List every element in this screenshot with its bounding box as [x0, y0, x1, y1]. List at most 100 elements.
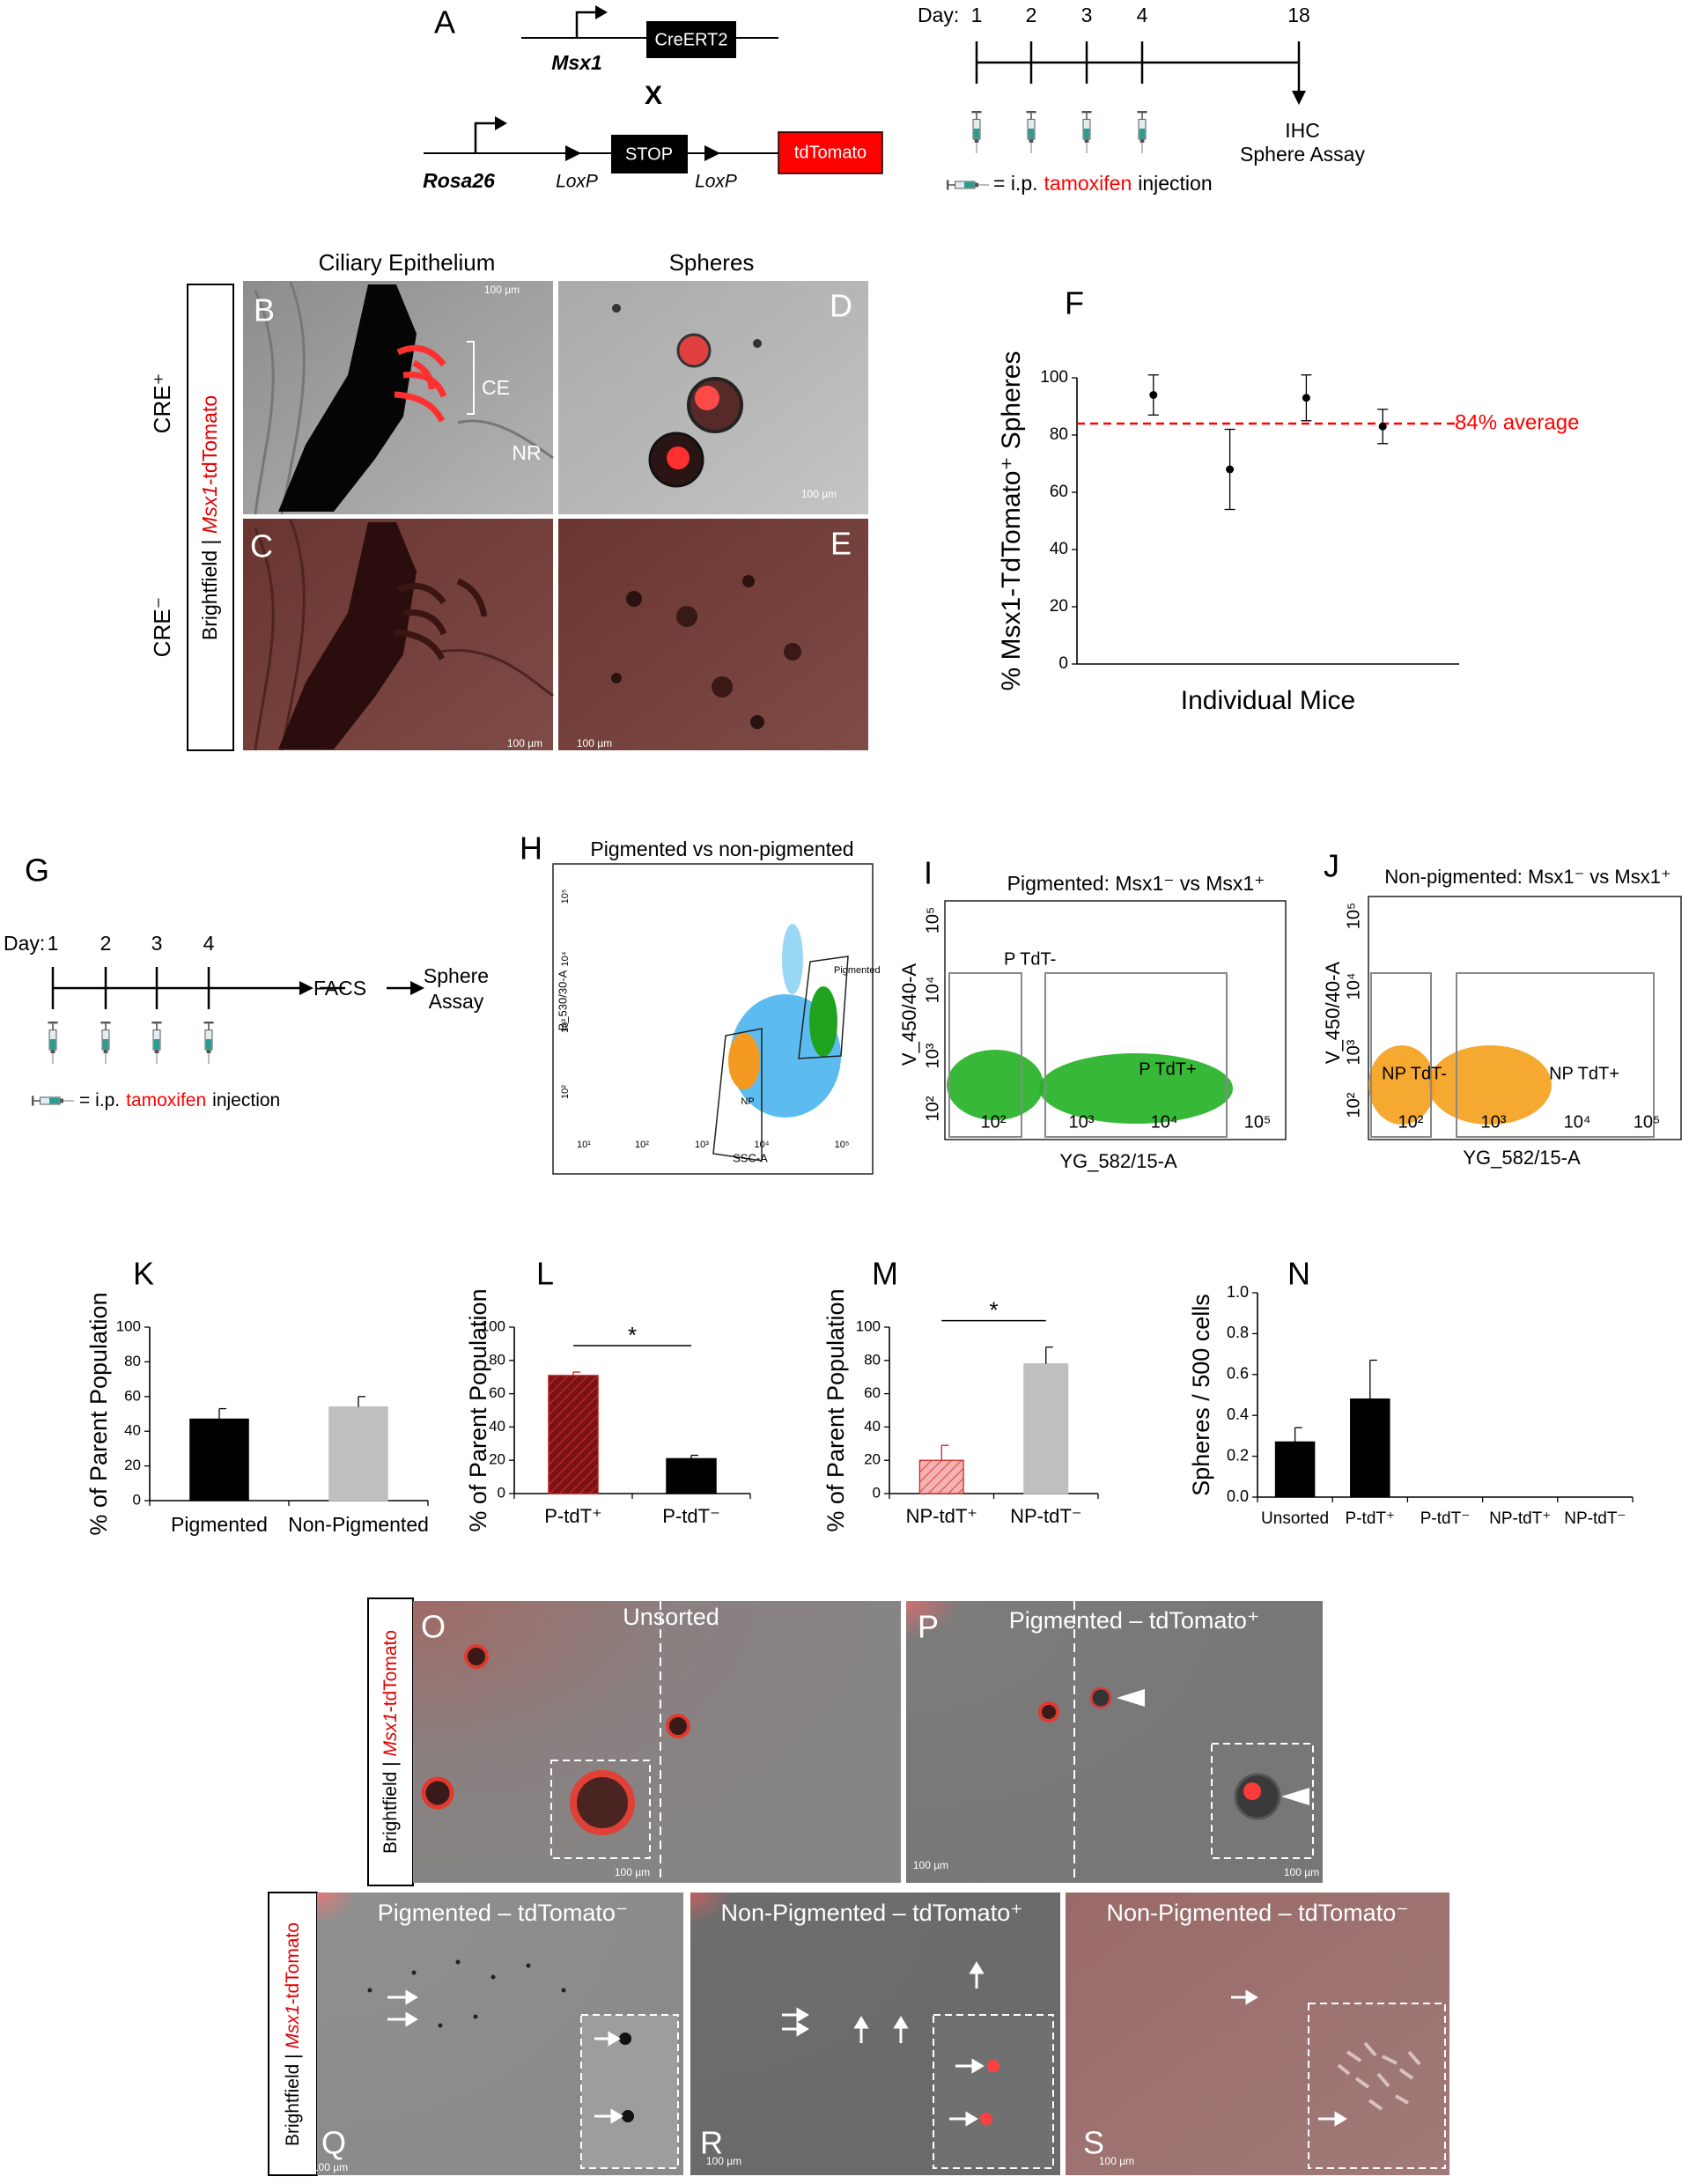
sphere — [570, 1770, 635, 1835]
reference-label: 84% average — [1455, 410, 1579, 434]
side-label-text: Brightfield | — [283, 2049, 303, 2147]
event-cloud — [1368, 1045, 1435, 1125]
sphere — [676, 606, 697, 627]
data-point — [1378, 422, 1387, 431]
side-label-text: -tdTomato — [198, 395, 221, 485]
sphere — [784, 643, 801, 660]
decoration — [561, 1988, 566, 1993]
legend-text: = i.p. — [79, 1090, 120, 1110]
y-tick-label: 40 — [489, 1418, 505, 1435]
event-cloud — [728, 1033, 760, 1089]
bar-hatch — [548, 1375, 599, 1494]
x-tick-label: Pigmented — [171, 1513, 268, 1536]
arrow-head — [299, 981, 313, 995]
y-tick-label: 10⁵ — [560, 889, 571, 904]
arrow-head — [1292, 91, 1306, 105]
y-tick-label: 100 — [481, 1317, 505, 1334]
sphere-signal — [1243, 1782, 1261, 1800]
x-tick-label: 10² — [981, 1112, 1007, 1132]
cell-dots — [367, 1959, 566, 2028]
scale-bar: 100 µm — [913, 1859, 948, 1871]
data-point — [1226, 465, 1235, 474]
y-tick-label: 80 — [124, 1353, 141, 1369]
y-tick-label: 10² — [923, 1096, 942, 1121]
x-tick-label: 10² — [1398, 1112, 1424, 1132]
x-tick-label: 10² — [635, 1140, 649, 1150]
panel-title: Unsorted — [623, 1604, 719, 1630]
scale-bar: 100 µm — [801, 488, 837, 500]
panel-letter: S — [1083, 2125, 1104, 2161]
x-tick-label: 10³ — [695, 1140, 709, 1150]
y-tick-label: 20 — [1050, 597, 1068, 616]
y-tick-label: 80 — [489, 1351, 505, 1368]
micrograph — [906, 1601, 1323, 1883]
annotation: NR — [512, 441, 541, 464]
side-label-box — [187, 284, 234, 751]
legend: = i.p. tamoxifen injection — [79, 1090, 280, 1110]
side-label-box — [268, 1892, 318, 2176]
day-number: 18 — [1287, 4, 1310, 26]
panel-be: Ciliary Epithelium Spheres CRE⁺ CRE⁻ Bri… — [149, 249, 868, 751]
chart: N Spheres / 500 cells 0.0 0.2 0.4 0.6 0.8 1.0 Un… — [1188, 1256, 1634, 1528]
arrowhead — [1117, 1689, 1145, 1707]
legend-text: = i.p. — [993, 172, 1038, 195]
day-number: 1 — [971, 4, 983, 26]
decoration — [969, 1961, 985, 1974]
x-tick-label: Non-Pigmented — [288, 1513, 429, 1536]
y-tick-label: 0 — [873, 1484, 881, 1501]
legend-drug: tamoxifen — [1044, 172, 1132, 195]
decoration — [853, 2016, 869, 2029]
significance-label: * — [628, 1322, 637, 1348]
legend-text: injection — [1138, 172, 1212, 195]
scale-bar: 100 µm — [507, 737, 542, 749]
x-tick-label: 10⁴ — [755, 1140, 770, 1150]
x-axis-label: Individual Mice — [1181, 686, 1355, 715]
sphere — [626, 591, 642, 607]
arrows — [387, 1989, 418, 2027]
sphere — [1089, 1686, 1112, 1709]
y-tick-label: 40 — [124, 1422, 141, 1439]
step: Sphere — [424, 964, 489, 987]
inset-box — [1308, 2003, 1446, 2169]
y-tick-label: 10³ — [1344, 1039, 1363, 1065]
flow-panel: H Pigmented vs non-pigmented 10¹ 10² 10³ 10⁴ 1… — [520, 830, 881, 1175]
y-tick-label: 10⁴ — [923, 977, 942, 1004]
y-tick-label: 0 — [133, 1491, 141, 1508]
decoration — [411, 1970, 417, 1975]
decoration — [455, 1959, 461, 1965]
cross-symbol: X — [645, 81, 662, 110]
event-cloud — [782, 924, 803, 994]
promoter-arrow — [474, 122, 495, 153]
y-tick-label: 10⁵ — [1344, 903, 1363, 930]
stop-label: STOP — [625, 144, 673, 164]
column-title: Ciliary Epithelium — [319, 249, 496, 276]
y-tick-label: 40 — [864, 1418, 881, 1435]
x-tick-label: P-tdT⁻ — [1420, 1509, 1470, 1528]
panel-letter: N — [1287, 1256, 1310, 1292]
gene-label: Rosa26 — [423, 169, 495, 192]
y-tick-label: 20 — [489, 1451, 505, 1468]
sphere — [712, 676, 733, 697]
micrograph — [558, 519, 868, 750]
decoration — [608, 2031, 621, 2047]
sphere — [1038, 1701, 1059, 1723]
flow-panel: J Non-pigmented: Msx1⁻ vs Msx1⁺ 10² 10³ 10⁴ 1… — [1322, 848, 1682, 1169]
y-tick-label: 60 — [124, 1387, 141, 1404]
panel-letter: C — [250, 528, 273, 564]
pigmented-tissue — [278, 522, 417, 749]
day-number: 3 — [151, 932, 163, 955]
panel-letter: R — [700, 2125, 723, 2161]
decoration — [965, 2111, 978, 2127]
sphere — [666, 1714, 690, 1738]
flow-panel: I Pigmented: Msx1⁻ vs Msx1⁺ 10² 10³ 10⁴ 10⁵ 10… — [898, 855, 1287, 1172]
micrograph — [1066, 1893, 1449, 2175]
reporter-label: tdTomato — [794, 143, 867, 162]
panel-letter: Q — [321, 2125, 346, 2161]
stop-box — [611, 135, 688, 173]
sphere — [421, 1776, 454, 1810]
arrows — [594, 2031, 623, 2124]
y-tick-label: 40 — [1050, 540, 1068, 558]
promoter-arrow-head — [595, 5, 608, 19]
y-tick-label: 80 — [1050, 425, 1068, 444]
